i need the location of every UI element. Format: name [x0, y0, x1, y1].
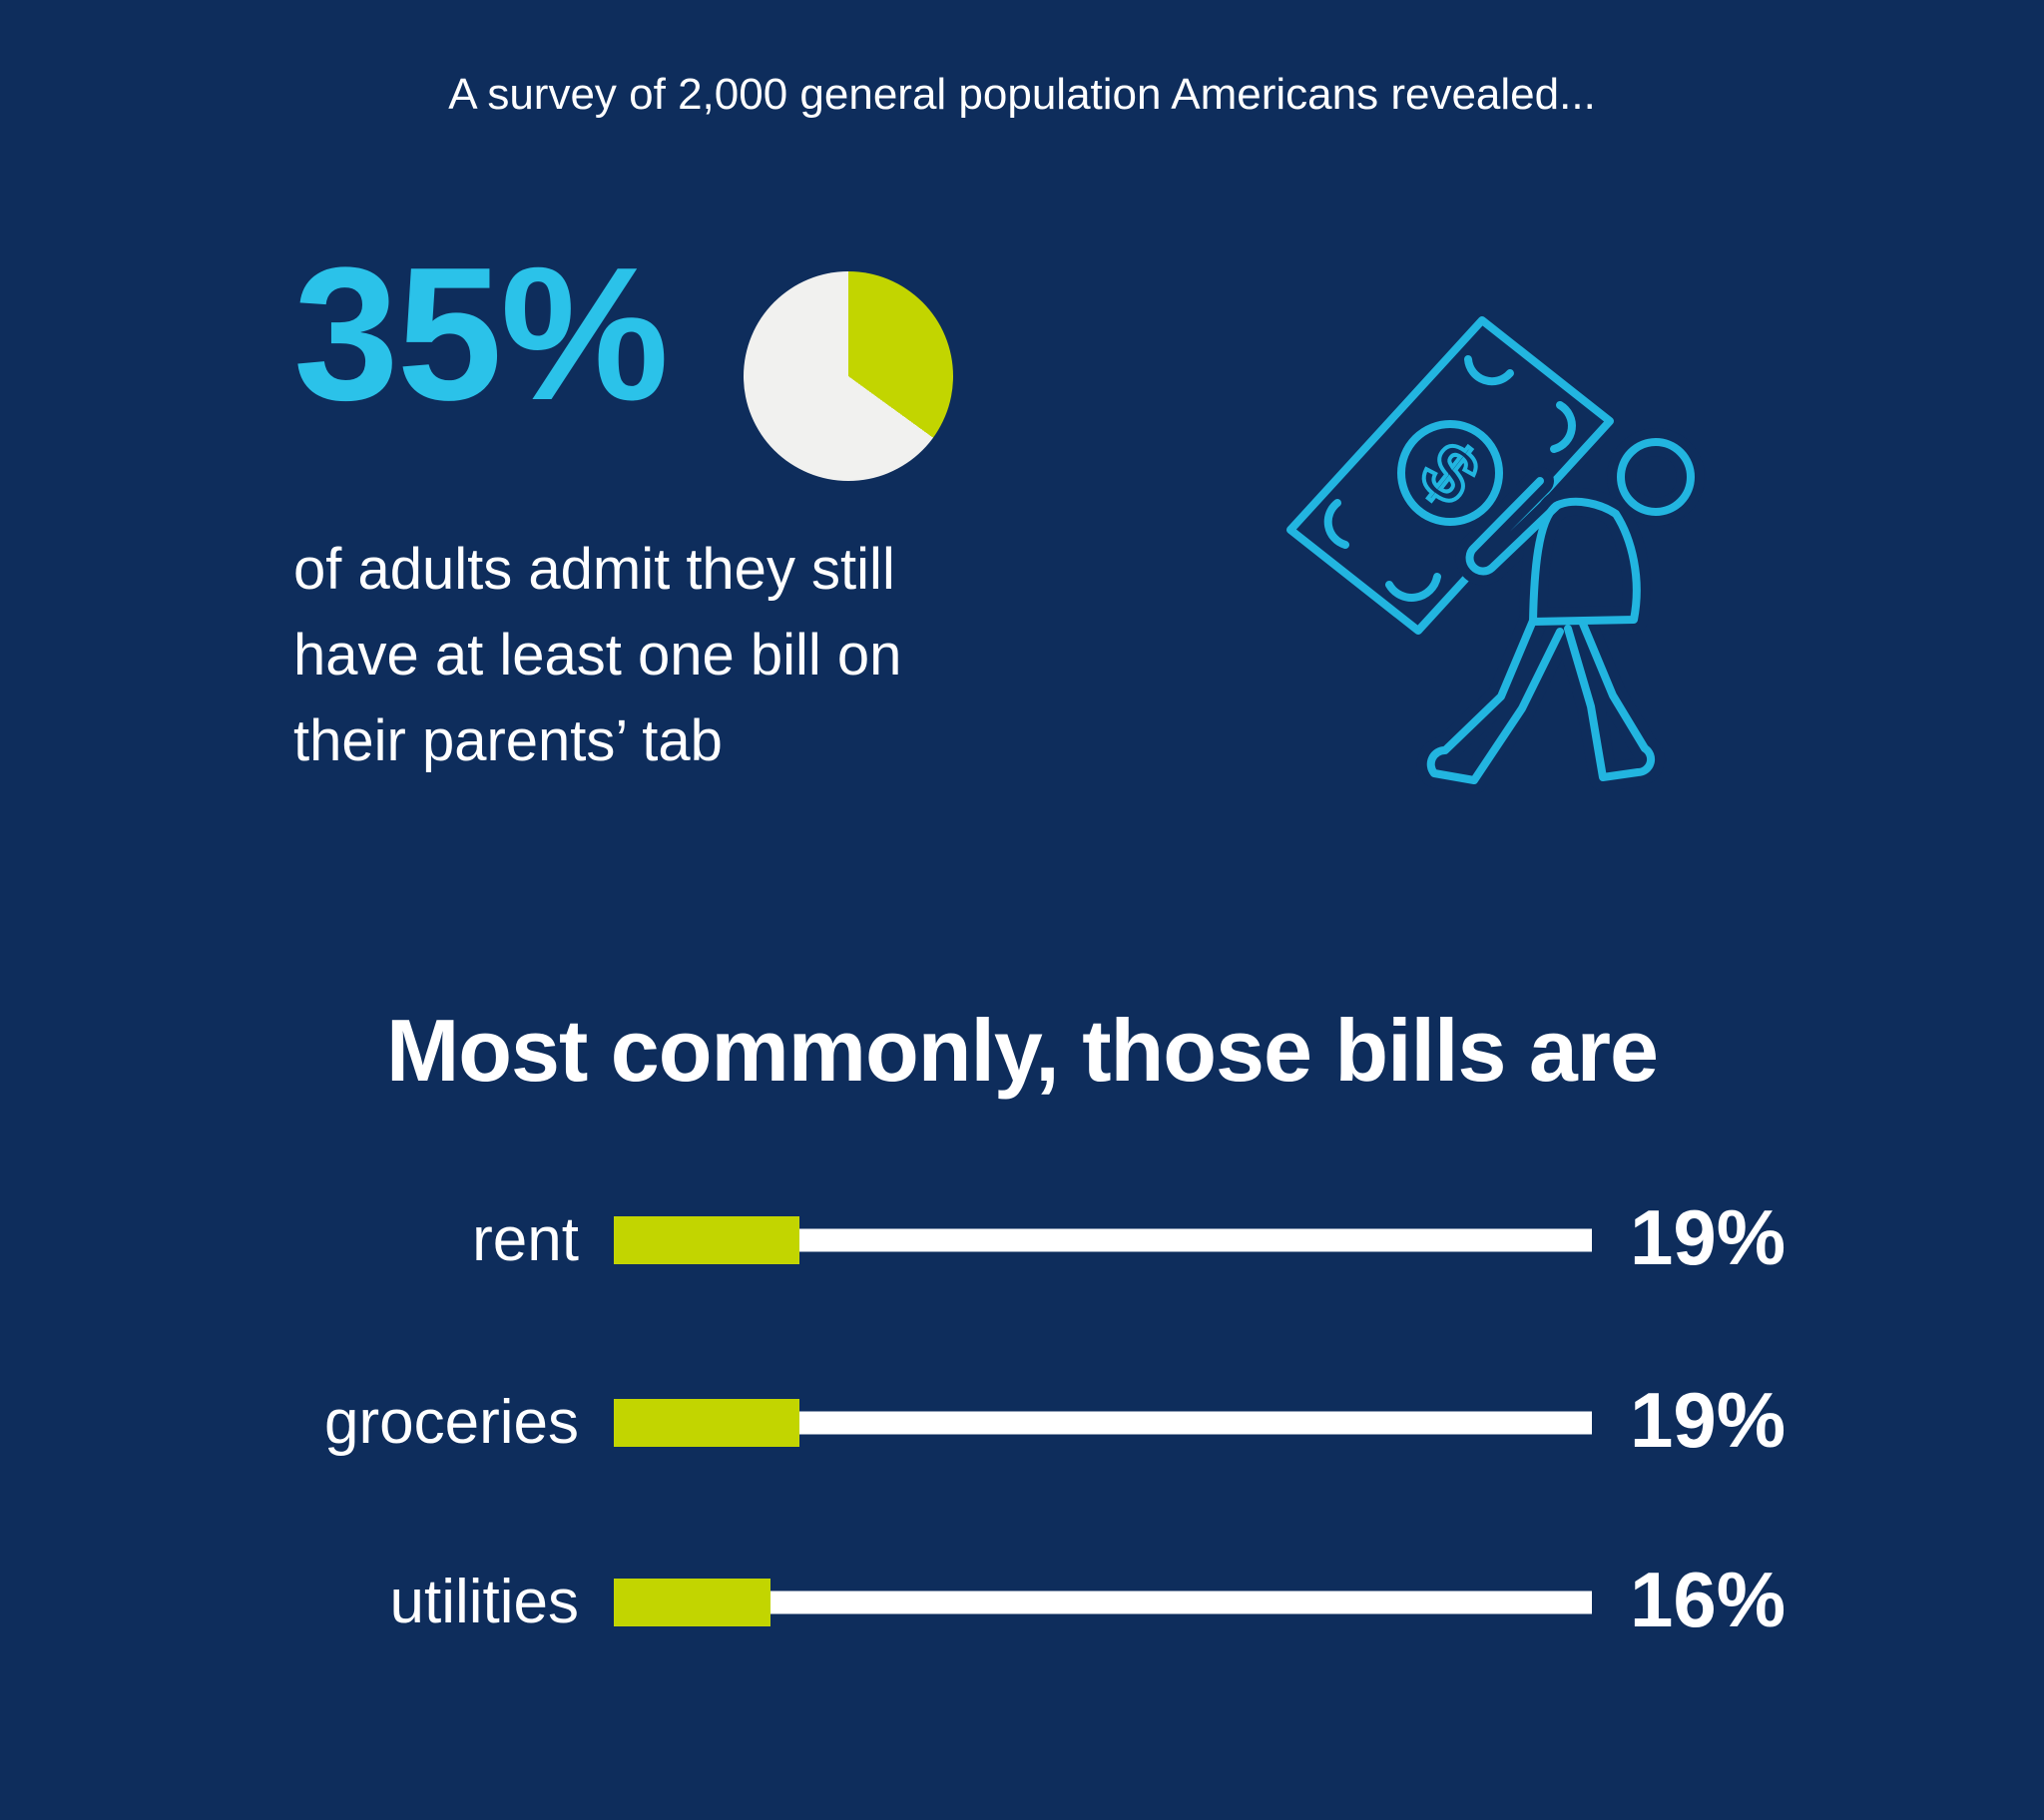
bar-value-utilities: 16% — [1630, 1556, 1787, 1643]
bar-fill-groceries — [614, 1399, 800, 1447]
stat-description: of adults admit they still have at least… — [293, 527, 901, 784]
stat-description-line-1: of adults admit they still — [293, 537, 895, 602]
bar-fill-utilities — [614, 1579, 770, 1626]
bar-label-rent: rent — [472, 1205, 579, 1274]
stat-description-line-3: their parents’ tab — [293, 708, 723, 773]
section-title: Most commonly, those bills are — [386, 1001, 1659, 1100]
bar-value-rent: 19% — [1630, 1193, 1787, 1281]
bar-line-rent — [799, 1228, 1592, 1252]
bar-label-groceries: groceries — [324, 1388, 579, 1457]
person-outline — [1426, 438, 1695, 784]
bar-track-rent — [614, 1216, 1592, 1264]
stat-value: 35% — [293, 228, 669, 440]
bar-track-utilities — [614, 1579, 1592, 1626]
bar-label-utilities: utilities — [389, 1568, 579, 1636]
bar-track-groceries — [614, 1399, 1592, 1447]
bar-line-utilities — [769, 1591, 1592, 1614]
person-back-leg — [1564, 620, 1656, 781]
bar-value-groceries: 19% — [1630, 1376, 1787, 1464]
bar-row-utilities: utilities 16% — [0, 1548, 2044, 1657]
survey-intro-text: A survey of 2,000 general population Ame… — [448, 70, 1596, 119]
person-carrying-dollar-bill-icon: $ — [1286, 316, 1705, 794]
bar-row-groceries: groceries 19% — [0, 1368, 2044, 1478]
person-torso — [1529, 497, 1641, 626]
bar-line-groceries — [799, 1411, 1592, 1435]
person-front-leg — [1426, 617, 1564, 784]
person-head — [1617, 438, 1695, 516]
stat-description-line-2: have at least one bill on — [293, 623, 902, 687]
bar-fill-rent — [614, 1216, 800, 1264]
dollar-bill-outline — [1286, 316, 1614, 635]
pie-chart — [744, 271, 953, 481]
person-arm — [1465, 477, 1562, 576]
bar-row-rent: rent 19% — [0, 1185, 2044, 1295]
